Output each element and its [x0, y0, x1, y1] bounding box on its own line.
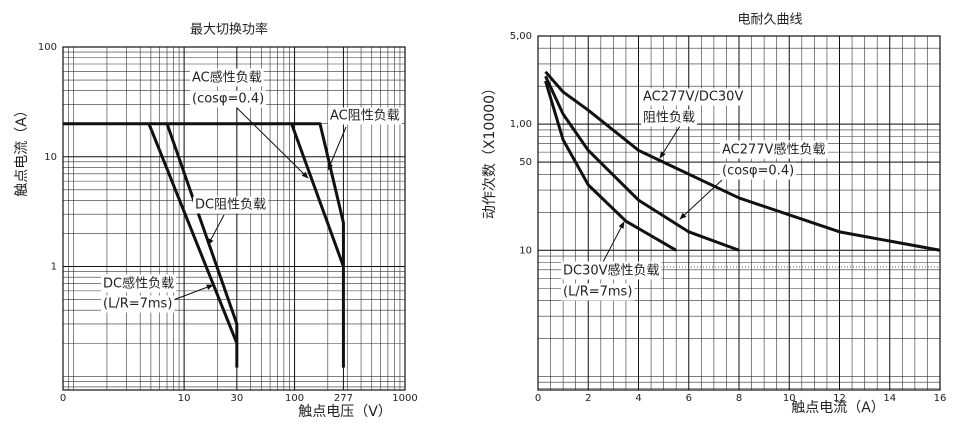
annotation: (cosφ=0.4): [192, 92, 264, 107]
annotation: (L/R=7ms): [563, 285, 632, 300]
y-tick-label: 1: [51, 262, 57, 273]
annotation: AC阻性负载: [330, 109, 400, 124]
leader-arrow: [234, 105, 309, 179]
annotation-background: [193, 196, 269, 214]
y-tick-label: 10: [519, 245, 532, 256]
annotation-background: [101, 295, 175, 313]
y-tick-label: 100: [38, 42, 57, 53]
annotation: DC感性负载: [103, 276, 174, 292]
y-tick-label: 5,00: [510, 31, 532, 42]
annotation: DC30V感性负载: [563, 263, 660, 279]
x-tick-label: 10: [178, 393, 191, 404]
x-axis-title: 触点电压（V）: [298, 404, 392, 420]
y-tick-label: 50: [519, 157, 532, 168]
data-line: [63, 122, 345, 368]
data-line: [290, 123, 345, 268]
x-tick-label: 100: [285, 393, 304, 404]
x-tick-label: 14: [883, 393, 896, 404]
annotation: 阻性负载: [643, 111, 695, 126]
x-axis-title: 触点电流（A）: [791, 400, 885, 416]
annotation: AC277V感性负载: [722, 142, 825, 158]
chart-title: 电耐久曲线: [737, 13, 802, 28]
x-tick-label: 8: [736, 393, 742, 404]
annotation: AC感性负载: [192, 70, 262, 86]
x-tick-label: 0: [535, 393, 541, 404]
leader-arrow: [207, 214, 225, 246]
leader-arrow: [327, 126, 347, 171]
annotation-background: [561, 261, 662, 280]
annotation-background: [641, 109, 698, 127]
annotation: DC阻性负载: [195, 198, 266, 213]
annotation-background: [641, 88, 746, 106]
x-tick-label: 6: [686, 393, 692, 404]
x-tick-label: 16: [934, 393, 947, 404]
leader-arrow: [659, 125, 681, 159]
annotation-background: [720, 140, 828, 159]
x-tick-label: 12: [833, 393, 846, 404]
annotation: AC277V/DC30V: [643, 90, 743, 105]
x-tick-label: 4: [635, 393, 641, 404]
y-tick-label: 10: [44, 152, 57, 163]
leader-arrow: [167, 284, 214, 303]
x-tick-label: 277: [334, 393, 353, 404]
leader-arrow: [602, 221, 625, 263]
data-line: [165, 123, 239, 368]
x-tick-label: 30: [230, 393, 243, 404]
leader-arrow: [679, 179, 723, 220]
annotation-background: [720, 162, 797, 180]
x-origin-label: 0: [60, 393, 66, 404]
x-tick-label: 2: [585, 393, 591, 404]
chart-title: 最大切换功率: [190, 22, 268, 38]
data-line: [544, 80, 677, 252]
data-line: [544, 75, 740, 252]
y-tick-label: 1,00: [510, 119, 532, 130]
y-axis-title: 动作次数（X10000）: [482, 81, 498, 219]
annotation: (cosφ=0.4): [722, 164, 794, 179]
annotation-background: [101, 274, 177, 293]
annotation-background: [190, 90, 267, 108]
data-line: [544, 70, 941, 252]
x-tick-label: 1000: [392, 393, 417, 404]
annotation-background: [190, 68, 264, 87]
annotation: (L/R=7ms): [103, 297, 172, 312]
annotation-background: [561, 283, 635, 301]
data-line: [147, 123, 239, 344]
x-tick-label: 10: [783, 393, 796, 404]
annotation-background: [328, 107, 402, 125]
y-axis-title: 触点电流（A）: [14, 103, 30, 197]
